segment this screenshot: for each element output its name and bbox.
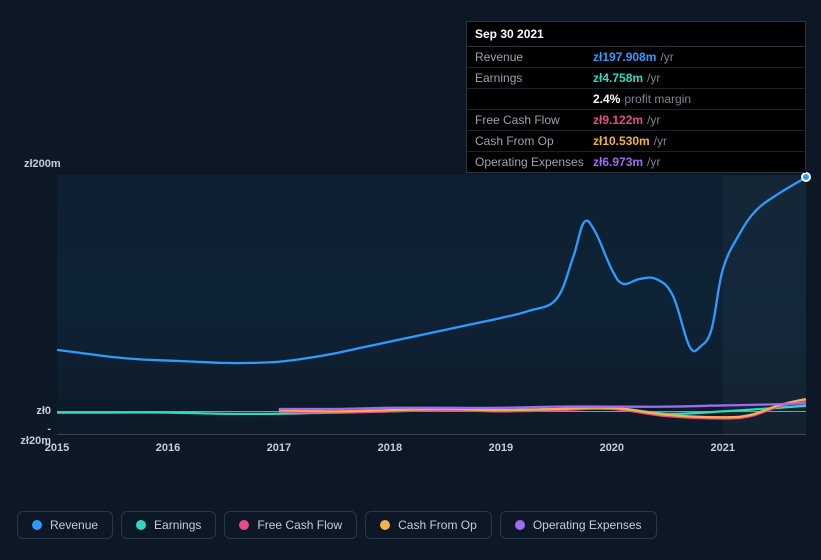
tooltip-row-value: zł4.758m/yr (593, 71, 660, 85)
chart-legend: Revenue Earnings Free Cash Flow Cash From O… (17, 511, 804, 539)
tooltip-row: Operating Expenseszł6.973m/yr (467, 152, 805, 172)
cash-from-op-dot-icon (380, 520, 390, 530)
tooltip-row-label: Revenue (475, 50, 593, 64)
x-axis-label: 2015 (45, 442, 69, 454)
tooltip-row-value: 2.4%profit margin (593, 92, 691, 106)
tooltip-date: Sep 30 2021 (467, 22, 805, 47)
tooltip-row: Earningszł4.758m/yr (467, 68, 805, 89)
hover-tooltip: Sep 30 2021 Revenuezł197.908m/yrEarnings… (466, 21, 806, 173)
operating-expenses-dot-icon (515, 520, 525, 530)
chart[interactable]: zł0 -zł20m 2015201620172018201920202021 (17, 175, 806, 470)
tooltip-row: Revenuezł197.908m/yr (467, 47, 805, 68)
hover-marker (801, 172, 811, 182)
y-axis-label-0: zł0 (36, 405, 54, 417)
series-line (57, 177, 806, 363)
legend-item[interactable]: Operating Expenses (500, 511, 657, 539)
legend-item[interactable]: Earnings (121, 511, 216, 539)
tooltip-row-value: zł6.973m/yr (593, 155, 660, 169)
legend-item[interactable]: Free Cash Flow (224, 511, 357, 539)
earnings-dot-icon (136, 520, 146, 530)
legend-item[interactable]: Revenue (17, 511, 113, 539)
tooltip-row-label: Operating Expenses (475, 155, 593, 169)
legend-label: Cash From Op (398, 518, 477, 532)
x-axis-label: 2020 (600, 442, 624, 454)
tooltip-row: Cash From Opzł10.530m/yr (467, 131, 805, 152)
revenue-dot-icon (32, 520, 42, 530)
tooltip-row-label (475, 92, 593, 106)
tooltip-row-value: zł9.122m/yr (593, 113, 660, 127)
y-axis-top-label: zł200m (24, 158, 61, 170)
tooltip-row: 2.4%profit margin (467, 89, 805, 110)
tooltip-row-value: zł10.530m/yr (593, 134, 667, 148)
x-axis-label: 2018 (378, 442, 402, 454)
tooltip-row-value: zł197.908m/yr (593, 50, 674, 64)
legend-label: Earnings (154, 518, 201, 532)
chart-lines (57, 175, 806, 435)
x-axis-label: 2017 (267, 442, 291, 454)
tooltip-row-label: Free Cash Flow (475, 113, 593, 127)
legend-item[interactable]: Cash From Op (365, 511, 492, 539)
legend-label: Free Cash Flow (257, 518, 342, 532)
legend-label: Revenue (50, 518, 98, 532)
free-cash-flow-dot-icon (239, 520, 249, 530)
legend-label: Operating Expenses (533, 518, 642, 532)
tooltip-row: Free Cash Flowzł9.122m/yr (467, 110, 805, 131)
x-axis-label: 2016 (156, 442, 180, 454)
x-axis-label: 2019 (489, 442, 513, 454)
x-axis-label: 2021 (711, 442, 735, 454)
tooltip-row-label: Earnings (475, 71, 593, 85)
tooltip-row-label: Cash From Op (475, 134, 593, 148)
